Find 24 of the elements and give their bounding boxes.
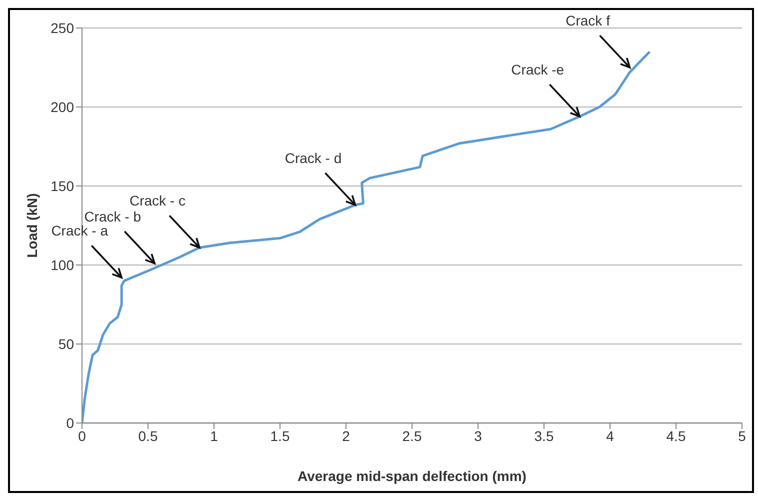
annotation: Crack - b: [84, 208, 142, 224]
annotation: Crack f: [566, 12, 610, 28]
y-tick-label: 50: [58, 336, 74, 352]
x-tick-label: 1: [210, 428, 218, 444]
x-tick-label: 5: [738, 428, 746, 444]
x-tick-label: 4.5: [666, 428, 686, 444]
y-tick-label: 100: [50, 256, 74, 273]
x-axis-title: Average mid-span delfection (mm): [298, 468, 526, 484]
x-tick-label: 3.5: [534, 428, 554, 444]
y-tick-label: 250: [50, 20, 74, 36]
x-tick-label: 4: [606, 428, 614, 444]
annotation: Crack - c: [129, 192, 186, 209]
x-tick-label: 1.5: [270, 428, 290, 444]
x-tick-label: 0.5: [138, 428, 158, 444]
x-tick-label: 0: [78, 428, 86, 444]
y-tick-label: 150: [50, 178, 74, 194]
x-tick-label: 2.5: [402, 428, 422, 444]
annotation: Crack - d: [284, 150, 342, 166]
annotation: Crack -e: [511, 61, 564, 78]
y-tick-label: 200: [50, 98, 74, 115]
x-tick-label: 2: [342, 428, 350, 444]
y-tick-label: 0: [66, 414, 74, 431]
y-axis-title: Load (kN): [24, 193, 40, 258]
x-tick-label: 3: [474, 428, 482, 444]
